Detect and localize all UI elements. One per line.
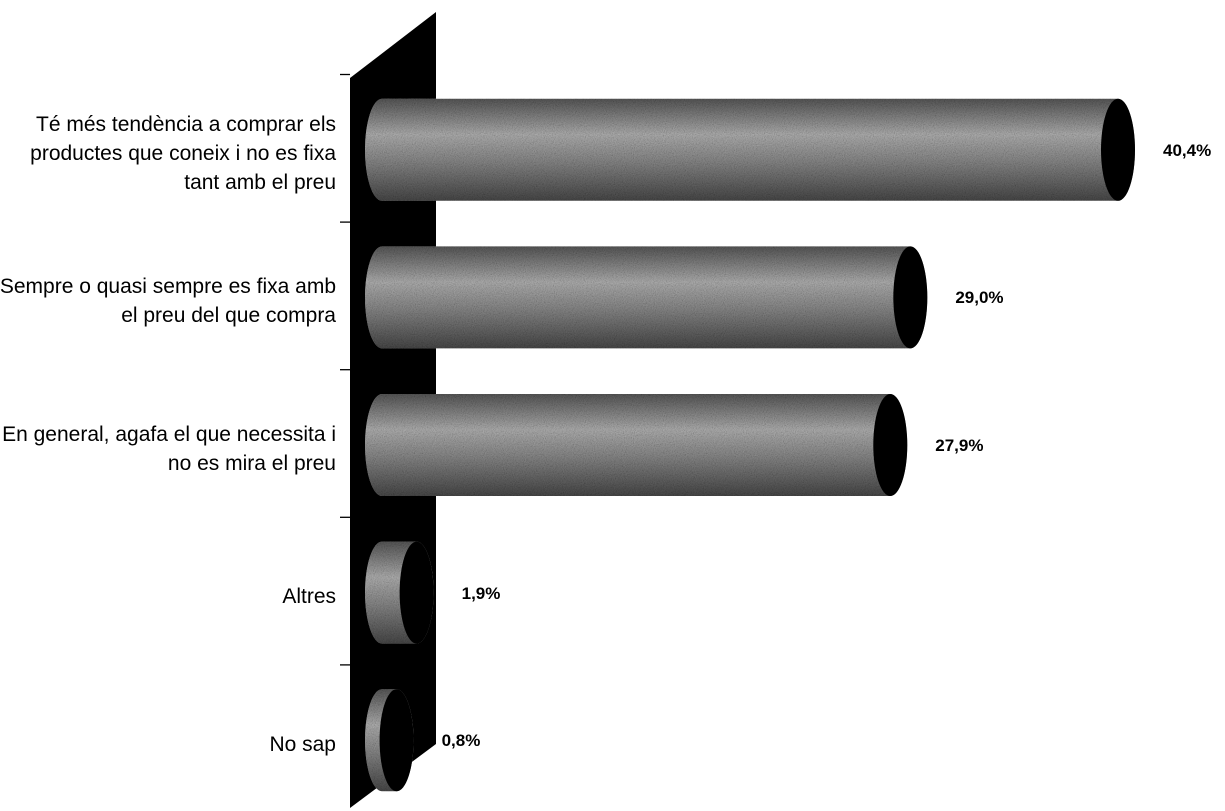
bar bbox=[365, 394, 908, 496]
bar-end-cap bbox=[1101, 98, 1135, 201]
bar-end-cap bbox=[399, 541, 434, 644]
bar-body bbox=[365, 246, 928, 349]
category-label: Altres bbox=[282, 585, 336, 609]
value-label: 27,9% bbox=[935, 436, 984, 455]
bar-end-cap bbox=[379, 689, 414, 792]
axis-ticks bbox=[340, 73, 350, 666]
bar bbox=[365, 246, 928, 349]
value-label: 1,9% bbox=[461, 583, 501, 603]
bar bbox=[365, 541, 434, 644]
bar-body bbox=[365, 98, 1135, 201]
bar bbox=[365, 689, 414, 792]
bar-end-cap bbox=[873, 394, 908, 496]
category-label: Té més tendència a comprar els productes… bbox=[30, 113, 336, 195]
bars-group bbox=[365, 98, 1135, 792]
bar-end-cap bbox=[893, 246, 928, 349]
category-label: En general, agafa el que necessita i no … bbox=[2, 423, 336, 475]
category-label: Sempre o quasi sempre es fixa amb el pre… bbox=[0, 275, 336, 328]
value-label: 40,4% bbox=[1163, 140, 1212, 160]
value-label: 29,0% bbox=[955, 288, 1004, 308]
bar-body bbox=[365, 394, 908, 496]
category-label: No sap bbox=[269, 732, 336, 756]
bar bbox=[365, 98, 1135, 201]
value-label: 0,8% bbox=[441, 731, 481, 751]
